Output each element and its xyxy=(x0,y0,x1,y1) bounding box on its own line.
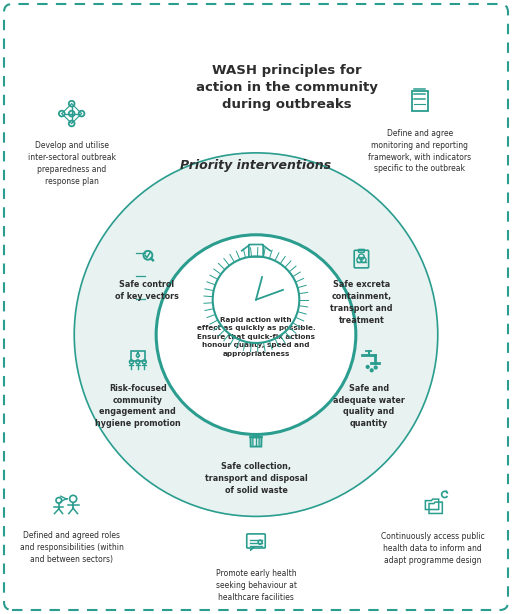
Text: Safe and
adequate water
quality and
quantity: Safe and adequate water quality and quan… xyxy=(333,384,404,429)
Text: WASH principles for
action in the community
during outbreaks: WASH principles for action in the commun… xyxy=(196,64,378,112)
Text: Promote early health
seeking behaviour at
healthcare facilities: Promote early health seeking behaviour a… xyxy=(216,569,296,602)
Text: Rapid action with
effect as quickly as possible.
Ensure that quick-fix actions
h: Rapid action with effect as quickly as p… xyxy=(197,317,315,357)
Text: Risk-focused
community
engagement and
hygiene promotion: Risk-focused community engagement and hy… xyxy=(95,384,181,429)
Text: Safe excreta
containment,
transport and
treatment: Safe excreta containment, transport and … xyxy=(330,280,393,325)
Polygon shape xyxy=(250,547,254,550)
Text: Priority interventions: Priority interventions xyxy=(180,159,332,172)
Text: Define and agree
monitoring and reporting
framework, with indicators
specific to: Define and agree monitoring and reportin… xyxy=(368,129,472,173)
Text: Develop and utilise
inter-sectoral outbreak
preparedness and
response plan: Develop and utilise inter-sectoral outbr… xyxy=(28,141,116,185)
Circle shape xyxy=(156,235,356,435)
Circle shape xyxy=(366,365,369,368)
Text: Defined and agreed roles
and responsibilities (within
and between sectors): Defined and agreed roles and responsibil… xyxy=(20,531,123,564)
Text: Safe collection,
transport and disposal
of solid waste: Safe collection, transport and disposal … xyxy=(205,462,307,495)
Circle shape xyxy=(74,153,438,516)
Text: Safe control
of key vectors: Safe control of key vectors xyxy=(115,280,179,301)
Circle shape xyxy=(370,369,373,371)
Text: Continuously access public
health data to inform and
adapt programme design: Continuously access public health data t… xyxy=(381,532,484,565)
Circle shape xyxy=(374,366,377,369)
